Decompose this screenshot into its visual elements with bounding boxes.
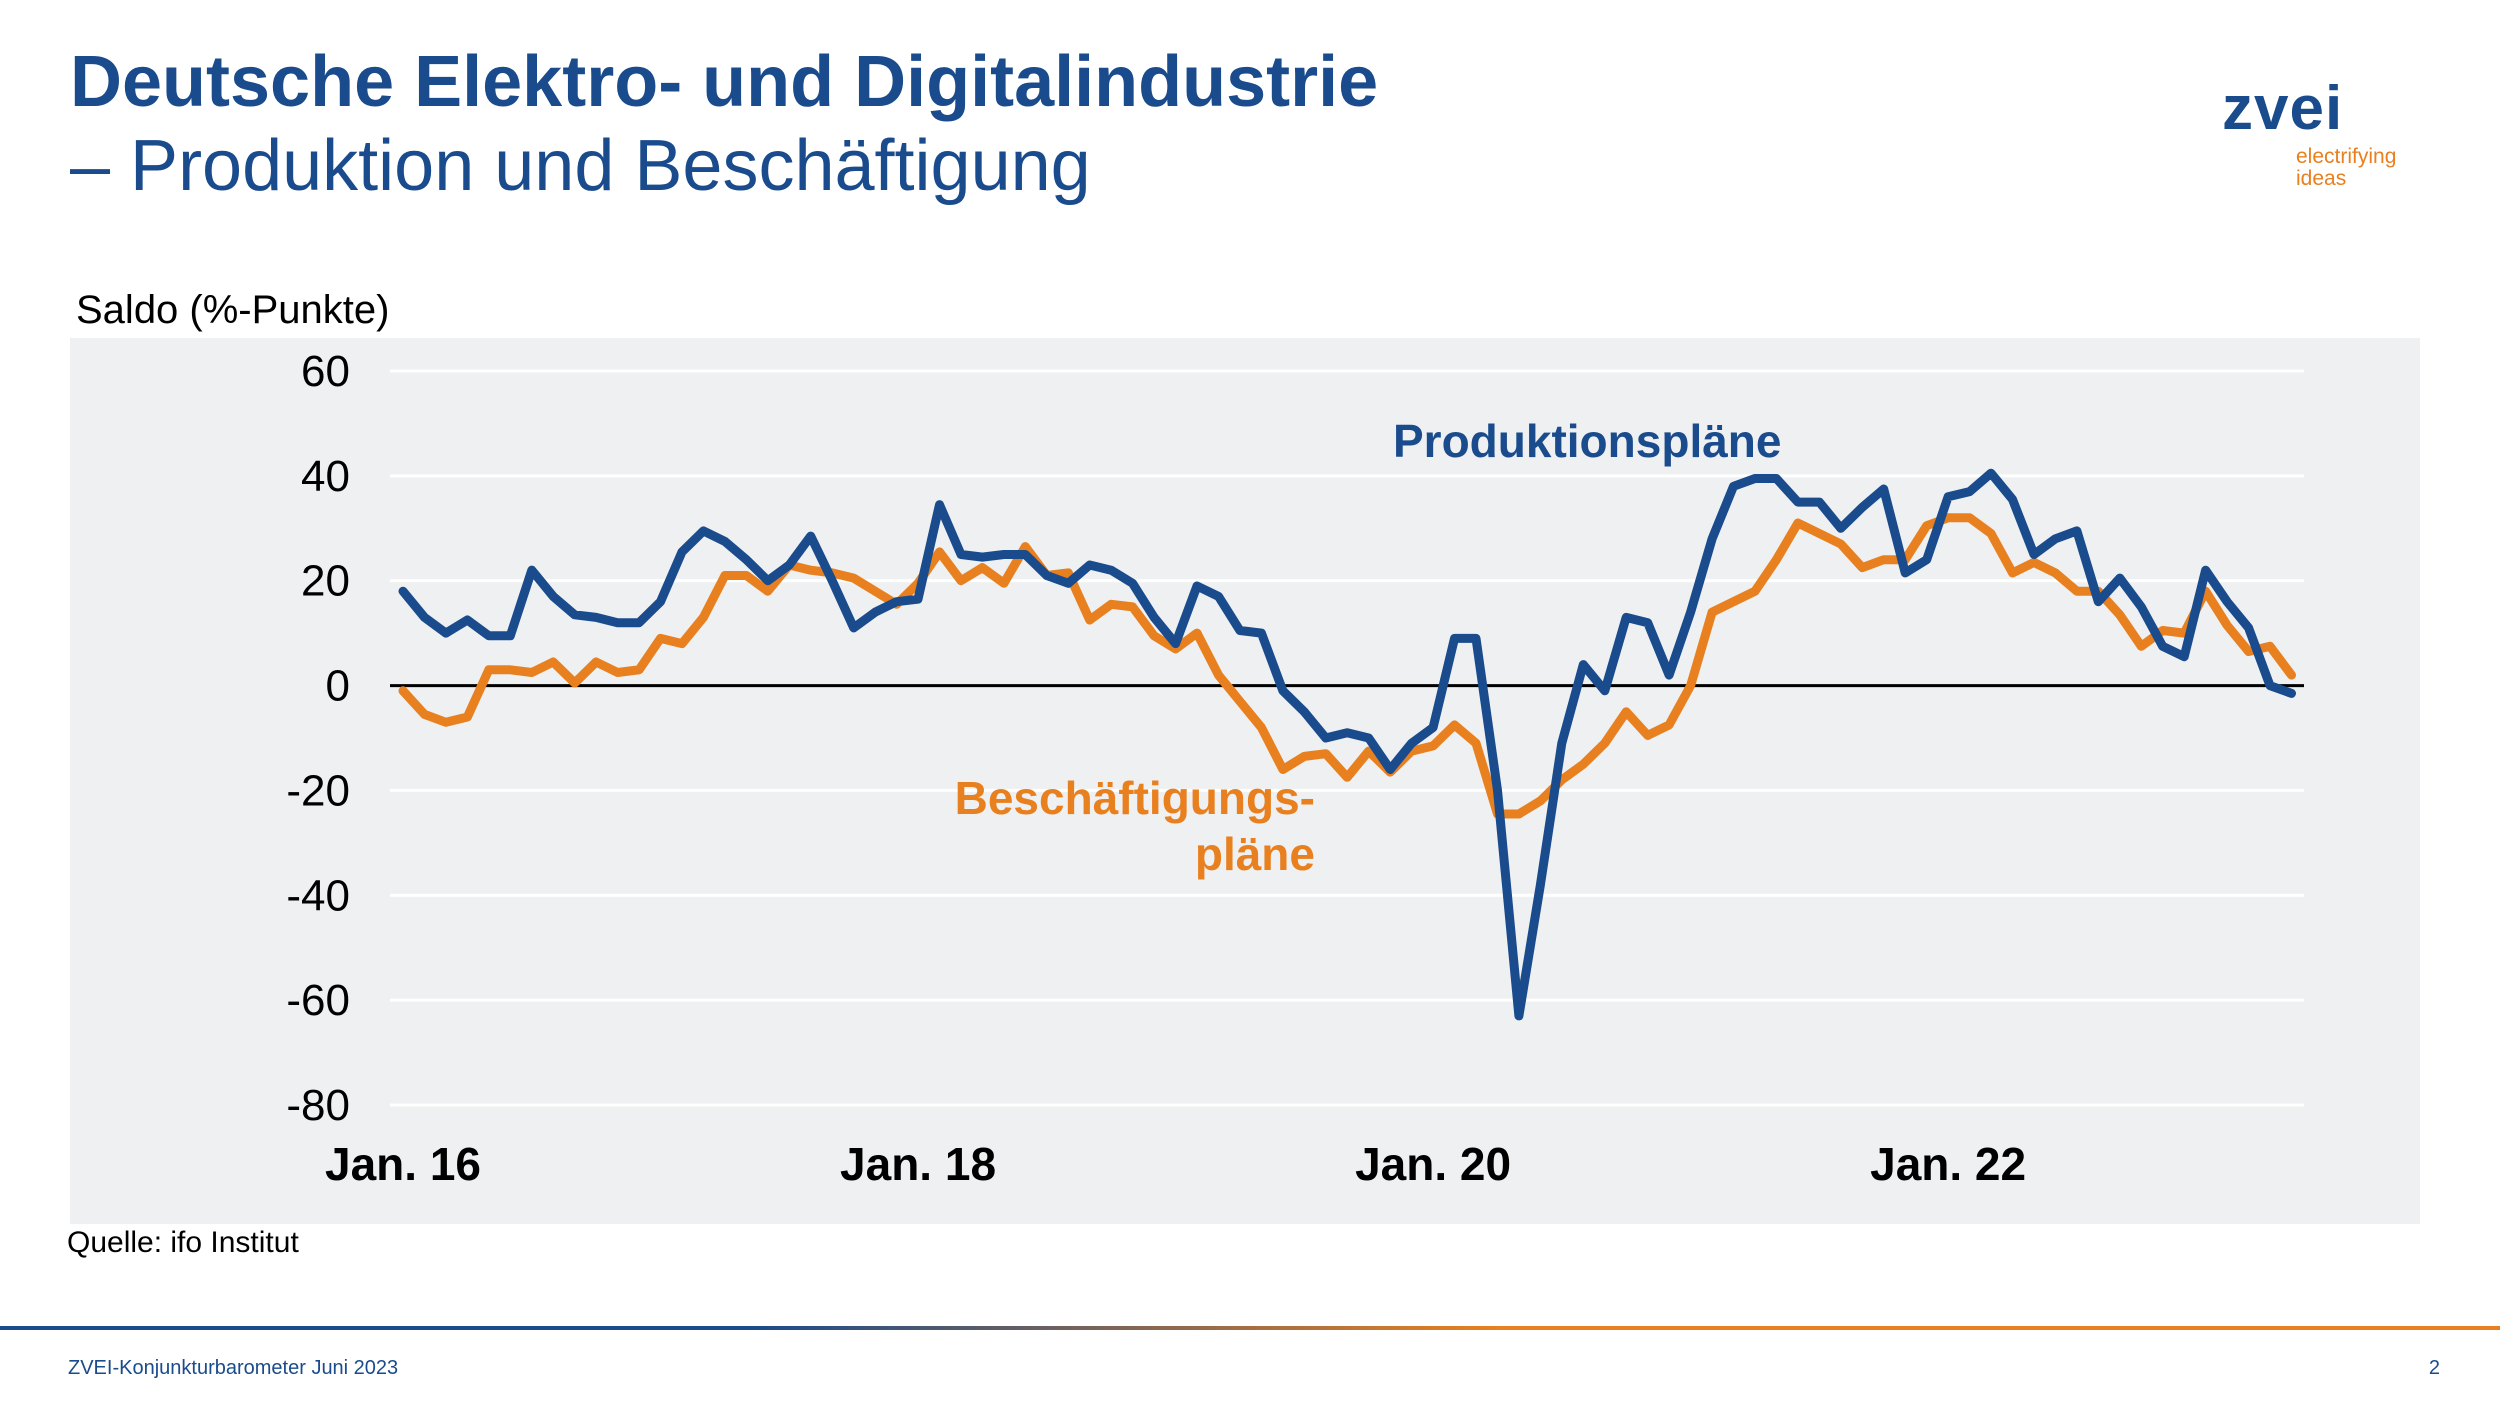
y-tick-label: -20 bbox=[286, 766, 350, 815]
logo-tagline: electrifying ideas bbox=[2296, 146, 2396, 190]
source-note: Quelle: ifo Institut bbox=[67, 1226, 299, 1259]
series-label-employment-line2: pläne bbox=[1194, 828, 1315, 880]
x-tick-label: Jan. 22 bbox=[1870, 1138, 2026, 1190]
y-axis-label: Saldo (%-Punkte) bbox=[76, 288, 390, 332]
footer-report-name: ZVEI-Konjunkturbarometer Juni 2023 bbox=[68, 1357, 399, 1379]
y-tick-label: 0 bbox=[326, 662, 350, 711]
series-label-employment-line1: Beschäftigungs- bbox=[954, 772, 1315, 824]
y-tick-label: -40 bbox=[286, 871, 350, 920]
logo-tagline-2: ideas bbox=[2296, 167, 2347, 190]
page-number: 2 bbox=[2428, 1357, 2440, 1379]
page-subtitle: – Produktion und Beschäftigung bbox=[70, 126, 1091, 206]
x-tick-label: Jan. 20 bbox=[1355, 1138, 1511, 1190]
page-title: Deutsche Elektro- und Digitalindustrie bbox=[70, 42, 1379, 122]
series-label-employment: Beschäftigungs-pläne bbox=[900, 770, 1315, 882]
series-line-production bbox=[398, 468, 2296, 1021]
y-tick-label: 60 bbox=[301, 347, 350, 396]
chart-background bbox=[70, 338, 2420, 1224]
x-tick-label: Jan. 16 bbox=[325, 1138, 481, 1190]
y-tick-label: 40 bbox=[301, 452, 350, 501]
y-tick-label: 20 bbox=[301, 557, 350, 606]
zvei-logo: zvei electrifying ideas bbox=[2222, 78, 2422, 193]
logo-word: zvei bbox=[2222, 74, 2344, 143]
y-tick-label: -80 bbox=[286, 1081, 350, 1130]
series-label-production: Produktionspläne bbox=[1393, 415, 1782, 467]
logo-tagline-1: electrifying bbox=[2296, 145, 2397, 168]
x-tick-label: Jan. 18 bbox=[840, 1138, 996, 1190]
series-line-employment bbox=[398, 513, 2296, 819]
y-tick-label: -60 bbox=[286, 976, 350, 1025]
footer-divider bbox=[0, 1326, 2500, 1330]
